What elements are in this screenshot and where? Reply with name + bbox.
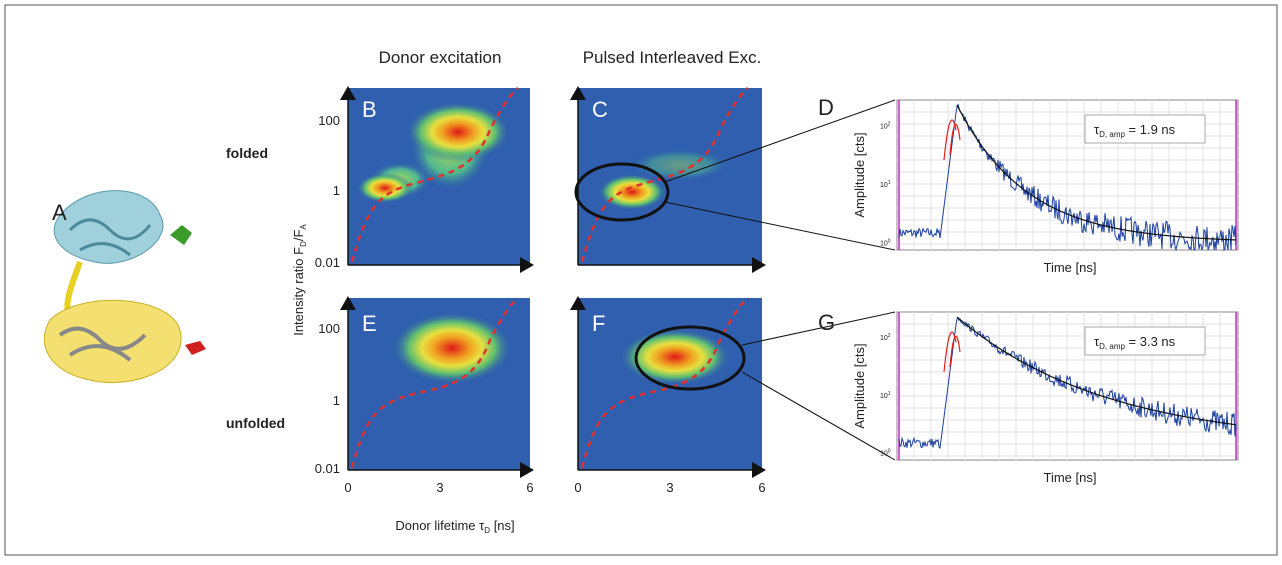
panel-label: E xyxy=(362,311,377,336)
heatmaps xyxy=(348,88,762,470)
y-tick-label: 101 xyxy=(880,180,891,189)
tick-exp: 2 xyxy=(888,122,891,128)
tick-exp: 1 xyxy=(888,391,891,397)
y-tick-label: 0.01 xyxy=(315,461,340,476)
annotation-sub: D, amp xyxy=(1099,130,1125,139)
tick-exp: 1 xyxy=(888,180,891,186)
y-axis-label: Intensity ratio FD/FA xyxy=(291,224,308,336)
panel-label: F xyxy=(592,311,605,336)
x-tick-label: 6 xyxy=(758,480,765,495)
x-axis-label: Donor lifetime τD [ns] xyxy=(395,518,514,535)
annotation-value: = 1.9 ns xyxy=(1125,122,1176,137)
y-tick-label: 100 xyxy=(318,321,340,336)
x-axis-label: Time [ns] xyxy=(1044,260,1097,275)
x-tick-label: 0 xyxy=(344,480,351,495)
tick-base: 10 xyxy=(880,241,888,248)
panel-label: B xyxy=(362,97,377,122)
tick-base: 10 xyxy=(880,124,888,131)
y-tick-label: 1 xyxy=(333,393,340,408)
tick-exp: 0 xyxy=(888,449,891,455)
tick-base: 10 xyxy=(880,335,888,342)
x-tick-label: 3 xyxy=(436,480,443,495)
y-tick-label: 102 xyxy=(880,122,891,131)
tick-exp: 2 xyxy=(888,333,891,339)
annotation-value: = 3.3 ns xyxy=(1125,334,1176,349)
y-tick-label: 101 xyxy=(880,391,891,400)
row-label: unfolded xyxy=(226,415,285,431)
tick-base: 10 xyxy=(880,393,888,400)
x-axis-label: Time [ns] xyxy=(1044,470,1097,485)
tick-base: 10 xyxy=(880,182,888,189)
annotation-sub: D, amp xyxy=(1099,342,1125,351)
x-tick-label: 6 xyxy=(526,480,533,495)
y-axis-label: Amplitude [cts] xyxy=(852,132,867,217)
figure: 102101100Amplitude [cts]Time [ns]τD, amp… xyxy=(0,0,1282,560)
y-axis-label: Amplitude [cts] xyxy=(852,343,867,428)
tick-exp: 0 xyxy=(888,239,891,245)
x-tick-label: 3 xyxy=(666,480,673,495)
column-title: Pulsed Interleaved Exc. xyxy=(583,48,762,67)
row-label: folded xyxy=(226,145,268,161)
y-tick-label: 100 xyxy=(880,239,891,248)
panel-label: A xyxy=(52,200,67,225)
protein-structure xyxy=(44,191,206,383)
y-tick-label: 100 xyxy=(318,113,340,128)
y-tick-label: 0.01 xyxy=(315,255,340,270)
x-tick-label: 0 xyxy=(574,480,581,495)
y-tick-label: 1 xyxy=(333,183,340,198)
tick-base: 10 xyxy=(880,451,888,458)
column-title: Donor excitation xyxy=(379,48,502,67)
y-tick-label: 102 xyxy=(880,333,891,342)
panel-label: D xyxy=(818,95,834,120)
panel-label: G xyxy=(818,310,835,335)
panel-label: C xyxy=(592,97,608,122)
